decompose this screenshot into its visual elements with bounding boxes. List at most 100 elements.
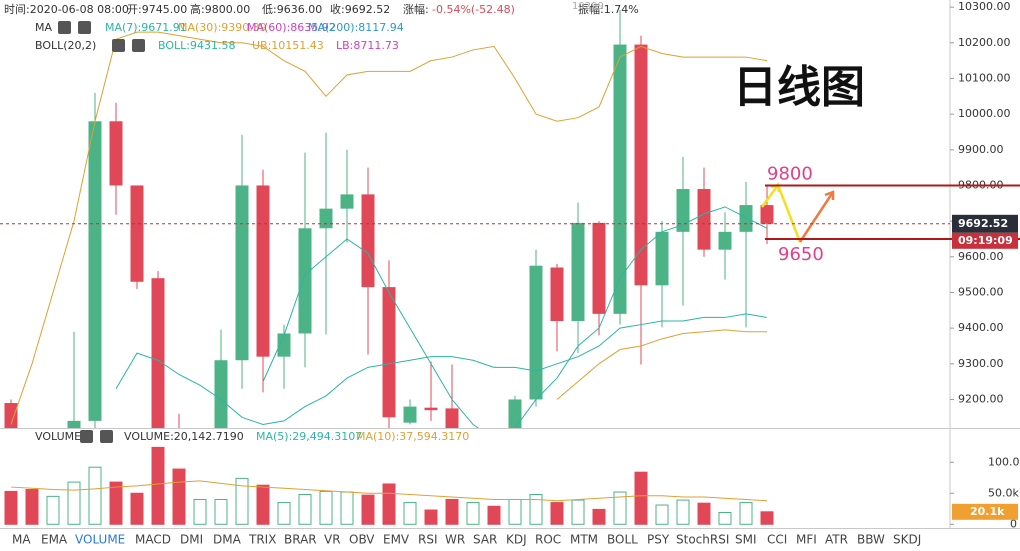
y-tick-label: 10200.00 bbox=[958, 36, 1011, 49]
volume-tick-label: 50.0k bbox=[988, 486, 1019, 499]
close-icon[interactable] bbox=[132, 39, 145, 52]
volume-pane bbox=[4, 446, 774, 525]
indicator-tab[interactable]: MACD bbox=[135, 533, 171, 547]
indicator-tab[interactable]: TRIX bbox=[248, 533, 276, 547]
indicator-tab[interactable]: VR bbox=[324, 533, 341, 547]
indicator-tab[interactable]: DMA bbox=[213, 533, 242, 547]
close-icon[interactable] bbox=[100, 430, 113, 443]
legend-item: MA(10):37,594.3170 bbox=[356, 430, 469, 443]
candle-body bbox=[760, 205, 774, 224]
candle-body bbox=[4, 403, 18, 428]
volume-tick-label: 0 bbox=[1010, 517, 1017, 530]
indicator-tab[interactable]: RSI bbox=[418, 533, 438, 547]
volume-bar bbox=[298, 494, 312, 525]
volume-bar bbox=[256, 484, 270, 525]
candle-body bbox=[361, 194, 375, 288]
indicator-tab[interactable]: WR bbox=[445, 533, 465, 547]
indicator-tab[interactable]: SMI bbox=[735, 533, 757, 547]
volume-bar bbox=[235, 477, 249, 525]
indicator-line bbox=[262, 206, 768, 428]
indicator-tab[interactable]: KDJ bbox=[506, 533, 527, 547]
candle-body bbox=[319, 208, 333, 229]
last-volume-box bbox=[952, 503, 1018, 520]
indicator-tab[interactable]: VOLUME bbox=[75, 533, 125, 547]
volume-bar bbox=[655, 504, 669, 525]
indicator-tab[interactable]: EMV bbox=[383, 533, 410, 547]
candle-body bbox=[739, 205, 753, 232]
y-tick-label: 9900.00 bbox=[958, 143, 1004, 156]
candle-body bbox=[340, 194, 354, 209]
indicator-line bbox=[10, 31, 768, 425]
candle-body bbox=[277, 333, 291, 357]
header-time: 时间:2020-06-08 08:00 bbox=[4, 3, 129, 16]
volume-bar bbox=[697, 502, 711, 525]
candle-body bbox=[697, 189, 711, 250]
volume-ma-line bbox=[10, 480, 768, 502]
volume-bar bbox=[130, 492, 144, 525]
legend-item: VOLUME:20,142.7190 bbox=[124, 430, 244, 443]
indicator-tab[interactable]: BRAR bbox=[284, 533, 317, 547]
volume-bar bbox=[718, 511, 732, 525]
header-amplitude: 振幅:1.74% bbox=[578, 2, 639, 16]
volume-bar bbox=[592, 508, 606, 525]
indicator-tab[interactable]: CCI bbox=[767, 533, 787, 547]
candle-body bbox=[550, 267, 564, 321]
settings-icon[interactable] bbox=[80, 430, 93, 443]
volume-bar bbox=[529, 494, 543, 525]
candle-body bbox=[571, 222, 585, 321]
volume-bar bbox=[508, 498, 522, 525]
volume-bar bbox=[613, 491, 627, 525]
indicator-tab[interactable]: DMI bbox=[180, 533, 203, 547]
indicator-tab[interactable]: MFI bbox=[796, 533, 817, 547]
volume-bar bbox=[340, 491, 354, 525]
high-marker: 10299 bbox=[572, 1, 604, 12]
indicator-tab[interactable]: SAR bbox=[473, 533, 497, 547]
header-high: 高:9800.00 bbox=[190, 2, 250, 16]
candle-body bbox=[508, 399, 522, 428]
candle-body bbox=[109, 121, 123, 186]
volume-tick-label: 100.0k bbox=[988, 455, 1020, 468]
volume-bar bbox=[277, 502, 291, 525]
volume-bar bbox=[319, 490, 333, 525]
y-tick-label: 10300.00 bbox=[958, 0, 1011, 13]
candle-body bbox=[403, 406, 417, 423]
indicator-tab[interactable]: BOLL bbox=[607, 533, 638, 547]
y-tick-label: 9600.00 bbox=[958, 250, 1004, 263]
volume-bar bbox=[445, 498, 459, 525]
y-tick-label: 10000.00 bbox=[958, 107, 1011, 120]
indicator-line bbox=[556, 329, 767, 400]
volume-bar bbox=[151, 446, 165, 525]
indicator-tab[interactable]: ATR bbox=[825, 533, 848, 547]
indicator-tab[interactable]: MA bbox=[12, 533, 31, 547]
candle-body bbox=[592, 222, 606, 314]
y-tick-label: 10100.00 bbox=[958, 71, 1011, 84]
arrow-head bbox=[824, 190, 835, 200]
indicator-tab[interactable]: MTM bbox=[570, 533, 598, 547]
volume-bar bbox=[361, 494, 375, 525]
indicator-tab[interactable]: SKDJ bbox=[893, 533, 921, 547]
indicator-tab[interactable]: StochRSI bbox=[676, 533, 729, 547]
volume-bar bbox=[193, 498, 207, 525]
volume-bar bbox=[67, 481, 81, 525]
candle-body bbox=[67, 420, 81, 428]
indicator-tab[interactable]: ROC bbox=[535, 533, 561, 547]
close-icon[interactable] bbox=[78, 21, 91, 34]
indicator-tab[interactable]: EMA bbox=[41, 533, 68, 547]
legend-item: UB:10151.43 bbox=[252, 39, 324, 52]
settings-icon[interactable] bbox=[58, 21, 71, 34]
last-volume-label: 20.1k bbox=[970, 505, 1005, 518]
countdown-label: 09:19:09 bbox=[958, 234, 1013, 247]
volume-bar bbox=[214, 498, 228, 525]
orange-arrow bbox=[798, 191, 835, 243]
y-tick-label: 9500.00 bbox=[958, 285, 1004, 298]
indicator-tab[interactable]: PSY bbox=[647, 533, 670, 547]
level-label: 9800 bbox=[767, 163, 813, 184]
indicator-tab[interactable]: OBV bbox=[349, 533, 375, 547]
y-tick-label: 9300.00 bbox=[958, 357, 1004, 370]
indicator-tab[interactable]: BBW bbox=[857, 533, 885, 547]
volume-bar bbox=[172, 468, 186, 525]
candle-body bbox=[655, 231, 669, 286]
settings-icon[interactable] bbox=[112, 39, 125, 52]
